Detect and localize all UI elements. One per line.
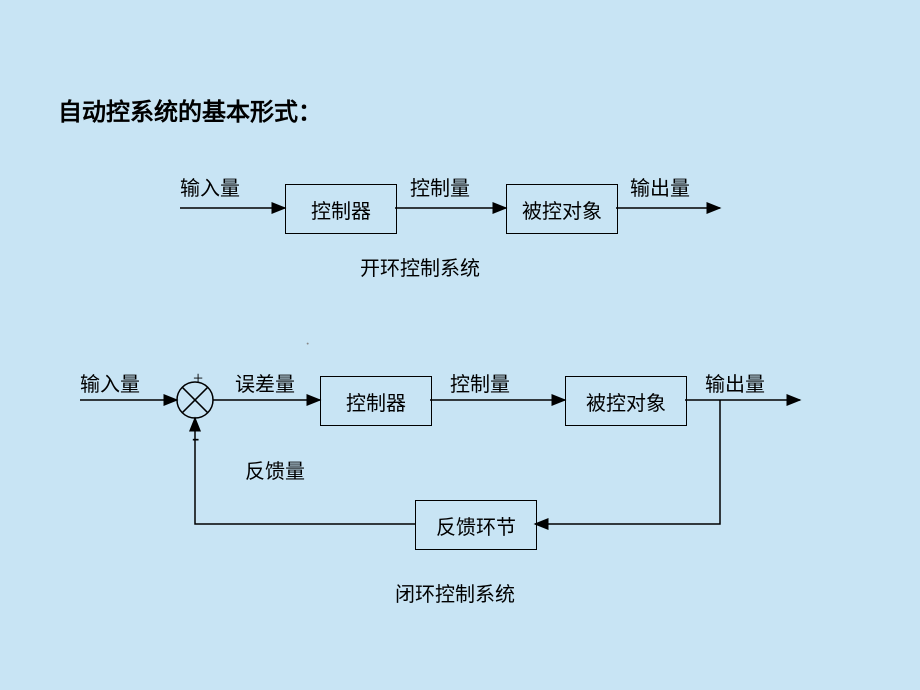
closed-controller-box: 控制器 (320, 376, 432, 426)
open-plant-box: 被控对象 (506, 184, 618, 234)
open-output-label: 输出量 (630, 172, 690, 201)
page-title: 自动控系统的基本形式： (58, 92, 322, 127)
closed-output-label: 输出量 (705, 368, 765, 397)
open-input-label: 输入量 (180, 172, 240, 201)
closed-input-label: 输入量 (80, 368, 140, 397)
open-controller-box: 控制器 (285, 184, 397, 234)
closed-plant-label: 被控对象 (586, 387, 666, 416)
comparator-x1 (182, 387, 207, 412)
closed-controller-label: 控制器 (346, 387, 406, 416)
open-control-label: 控制量 (410, 172, 470, 201)
closed-feedback-out (195, 418, 415, 524)
open-controller-label: 控制器 (311, 195, 371, 224)
open-caption: 开环控制系统 (360, 252, 480, 281)
closed-caption: 闭环控制系统 (395, 578, 515, 607)
comparator-x2 (182, 387, 207, 412)
closed-error-label: 误差量 (235, 368, 295, 397)
closed-plus-label: + (193, 368, 203, 389)
closed-feedback-label: 反馈量 (245, 455, 305, 484)
watermark-dot: · (305, 336, 310, 354)
closed-plant-box: 被控对象 (565, 376, 687, 426)
closed-minus-label: - (192, 425, 199, 451)
open-plant-label: 被控对象 (522, 195, 602, 224)
closed-control-label: 控制量 (450, 368, 510, 397)
closed-feedback-box-label: 反馈环节 (436, 511, 516, 540)
closed-feedback-box: 反馈环节 (415, 500, 537, 550)
